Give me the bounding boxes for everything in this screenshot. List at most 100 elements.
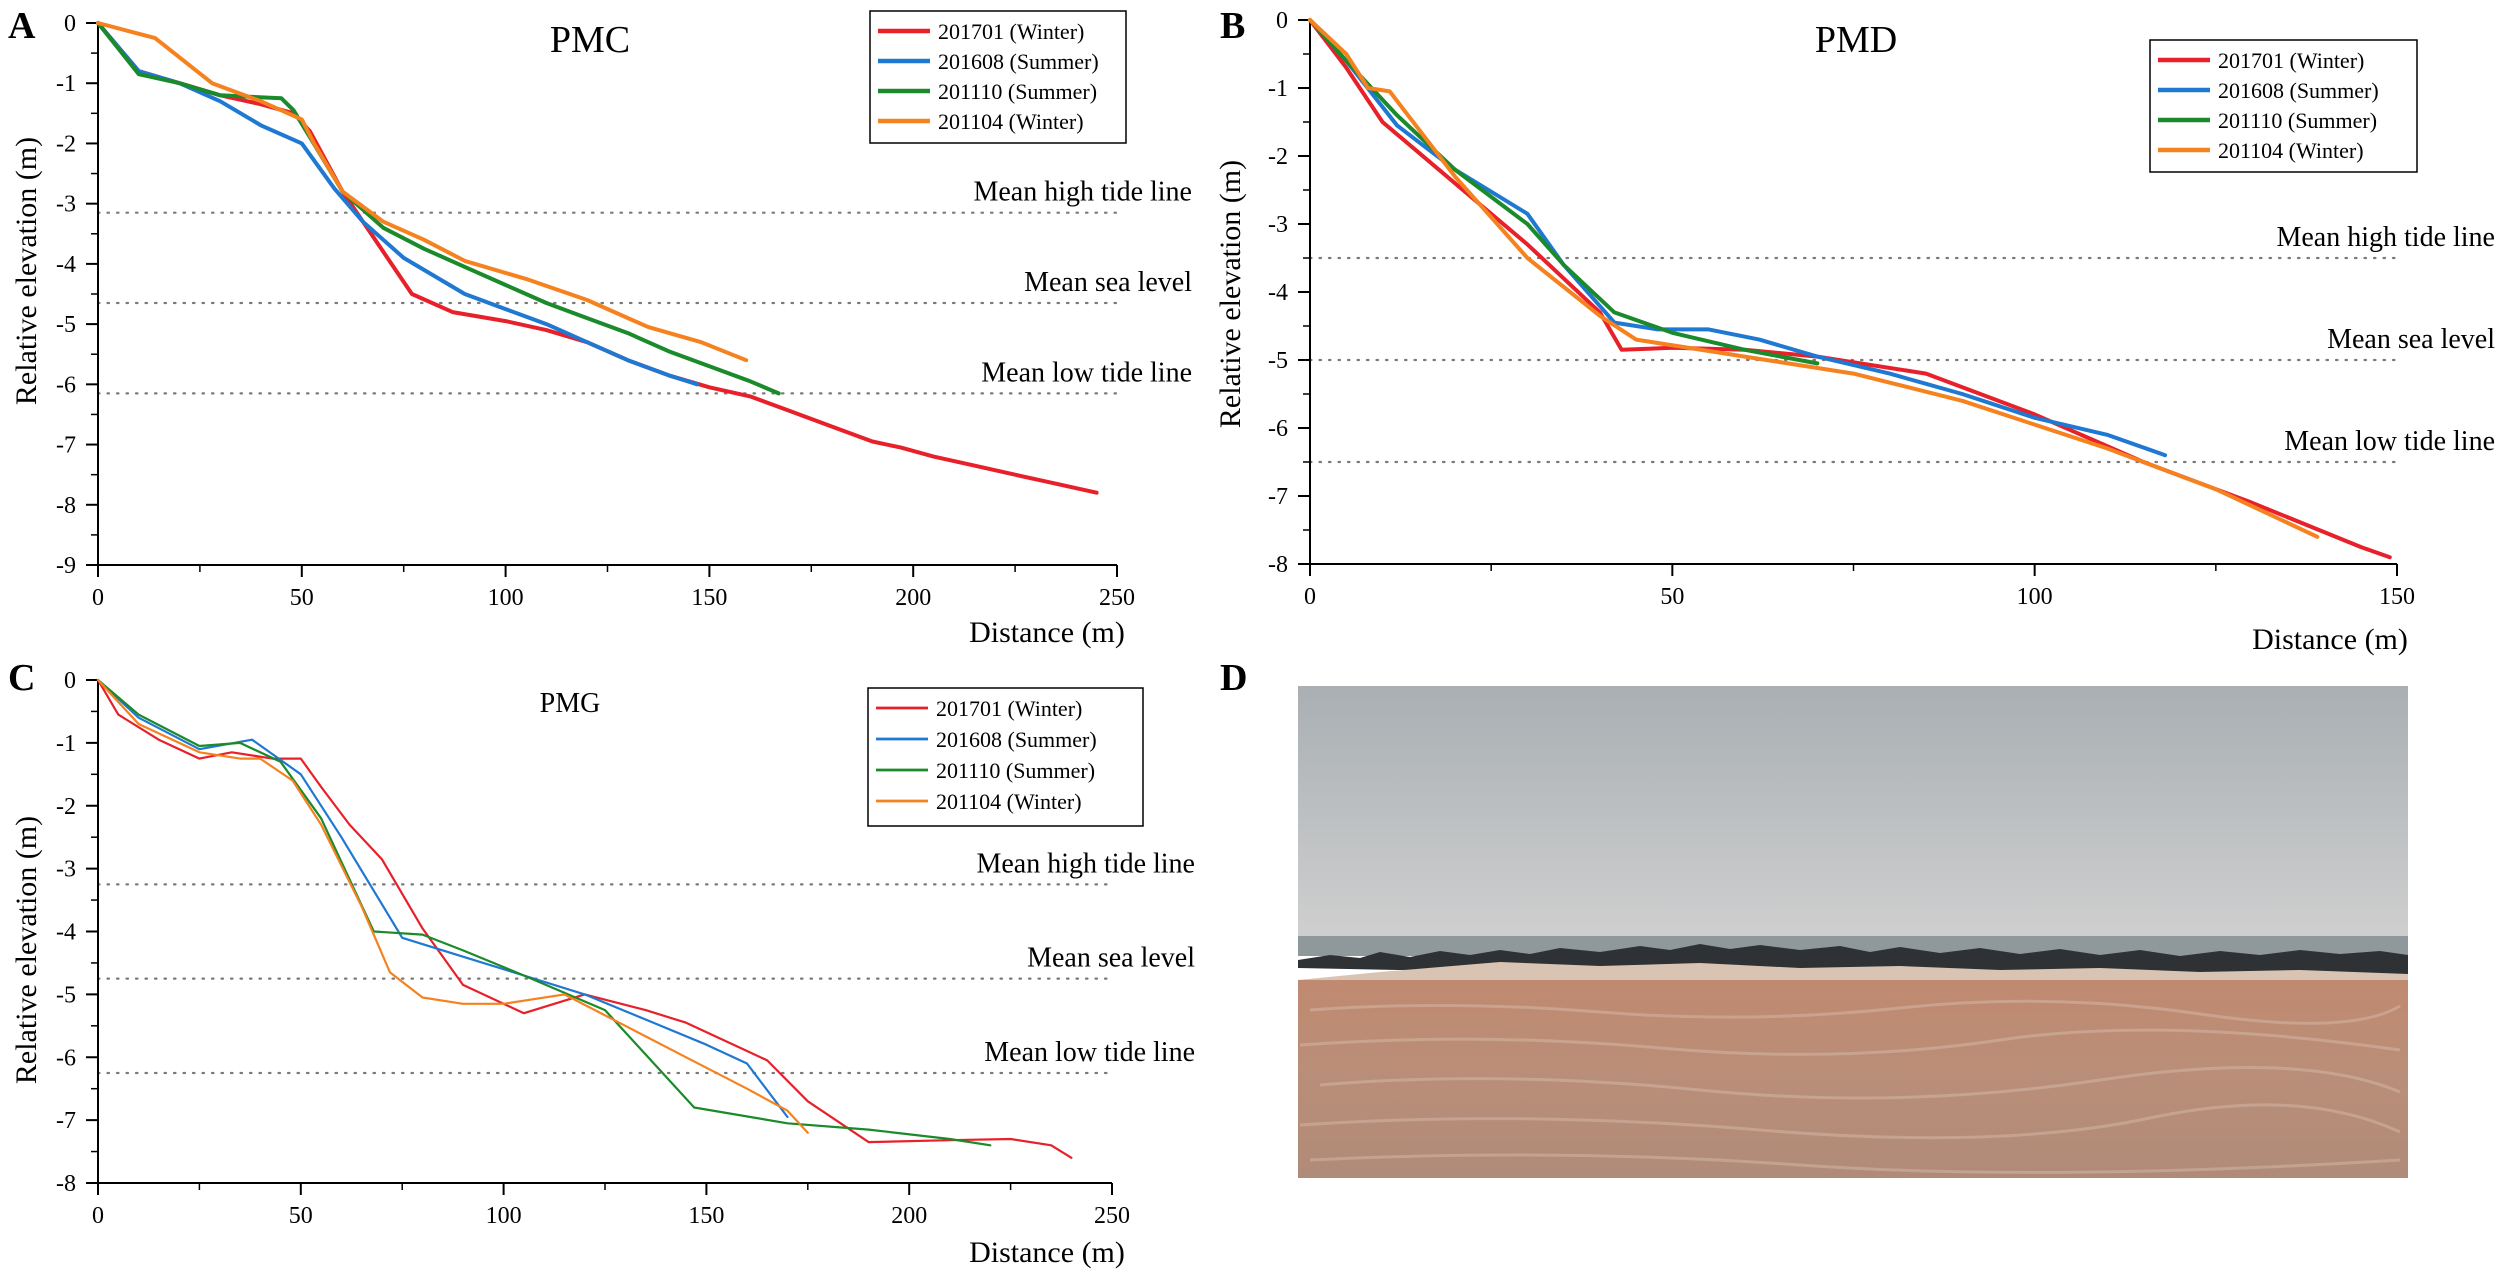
legend-label: 201110 (Summer) xyxy=(936,758,1095,783)
panel-c: C PMG Distance (m) Relative elevation (m… xyxy=(8,657,1195,1269)
panel-a-xlabel: Distance (m) xyxy=(969,616,1125,649)
series-line xyxy=(96,678,809,1134)
panel-letter-b: B xyxy=(1220,5,1245,47)
panel-b-xlabel: Distance (m) xyxy=(2252,623,2408,656)
series-line xyxy=(96,678,789,1119)
series-line xyxy=(1308,18,2320,539)
panel-c-plot: Mean high tide line Mean sea level Mean lo… xyxy=(56,668,1195,1229)
panel-d: D xyxy=(1220,657,2408,1178)
panel-b-title: PMD xyxy=(1815,19,1897,61)
x-tick-label: 0 xyxy=(1304,584,1316,610)
x-tick-label: 150 xyxy=(688,1203,724,1229)
y-tick-label: -1 xyxy=(56,71,76,97)
series-line xyxy=(1308,18,2168,458)
reference-line-label: Mean low tide line xyxy=(981,357,1192,388)
y-tick-label: -5 xyxy=(56,312,76,338)
panel-a: A PMC Distance (m) Relative elevation (m… xyxy=(8,5,1192,649)
y-tick-label: 0 xyxy=(64,11,76,37)
x-tick-label: 50 xyxy=(290,585,314,611)
series-line xyxy=(1308,18,1820,366)
y-tick-label: -4 xyxy=(56,920,76,946)
panel-a-title: PMC xyxy=(550,19,630,61)
beach-photo xyxy=(1298,686,2408,1178)
legend-label: 201110 (Summer) xyxy=(2218,108,2377,133)
y-tick-label: -7 xyxy=(1268,484,1288,510)
legend-label: 201110 (Summer) xyxy=(938,79,1097,104)
panel-c-title: PMG xyxy=(540,688,601,719)
panel-a-ylabel: Relative elevation (m) xyxy=(10,137,43,405)
panel-b-ylabel: Relative elevation (m) xyxy=(1214,160,1247,428)
panel-b: B PMD Distance (m) Relative elevation (m… xyxy=(1214,5,2495,656)
y-tick-label: -1 xyxy=(56,731,76,757)
y-tick-label: -2 xyxy=(56,794,76,820)
series-line xyxy=(96,678,992,1147)
panel-c-xlabel: Distance (m) xyxy=(969,1236,1125,1269)
reference-line-label: Mean high tide line xyxy=(973,177,1192,208)
reference-line-label: Mean sea level xyxy=(1024,267,1192,298)
x-tick-label: 50 xyxy=(1660,584,1684,610)
x-tick-label: 150 xyxy=(691,585,727,611)
reference-line-label: Mean low tide line xyxy=(984,1037,1195,1068)
legend-label: 201104 (Winter) xyxy=(936,789,1082,814)
series-line xyxy=(96,21,781,396)
x-tick-label: 100 xyxy=(2017,584,2053,610)
y-tick-label: -2 xyxy=(1268,144,1288,170)
y-tick-label: -3 xyxy=(56,857,76,883)
y-tick-label: -3 xyxy=(56,192,76,218)
reference-line-label: Mean sea level xyxy=(1027,943,1195,974)
legend-label: 201701 (Winter) xyxy=(2218,48,2364,73)
reference-line-label: Mean high tide line xyxy=(2276,222,2495,253)
x-tick-label: 100 xyxy=(486,1203,522,1229)
y-tick-label: -9 xyxy=(56,553,76,579)
y-tick-label: -2 xyxy=(56,131,76,157)
photo-wet-sand-strip xyxy=(1298,962,2408,982)
series-line xyxy=(96,21,700,387)
x-tick-label: 100 xyxy=(488,585,524,611)
x-tick-label: 150 xyxy=(2379,584,2415,610)
x-tick-label: 0 xyxy=(92,585,104,611)
y-tick-label: -4 xyxy=(56,252,76,278)
panel-letter-d: D xyxy=(1220,657,1247,699)
photo-sky xyxy=(1298,686,2408,938)
y-tick-label: -6 xyxy=(56,372,76,398)
reference-line-label: Mean low tide line xyxy=(2284,426,2495,457)
panel-letter-c: C xyxy=(8,657,35,699)
x-tick-label: 50 xyxy=(289,1203,313,1229)
y-tick-label: -4 xyxy=(1268,280,1288,306)
reference-line-label: Mean high tide line xyxy=(976,848,1195,879)
series-line xyxy=(96,21,749,363)
y-tick-label: -5 xyxy=(1268,348,1288,374)
x-tick-label: 200 xyxy=(891,1203,927,1229)
y-tick-label: -7 xyxy=(56,433,76,459)
y-tick-label: -8 xyxy=(56,493,76,519)
panel-a-plot: Mean high tide line Mean sea level Mean lo… xyxy=(56,10,1192,611)
panel-c-ylabel: Relative elevation (m) xyxy=(10,816,43,1084)
y-tick-label: -8 xyxy=(1268,552,1288,578)
y-tick-label: 0 xyxy=(1276,8,1288,34)
x-tick-label: 0 xyxy=(92,1203,104,1229)
legend-label: 201608 (Summer) xyxy=(936,727,1097,752)
legend-label: 201608 (Summer) xyxy=(938,49,1099,74)
y-tick-label: 0 xyxy=(64,668,76,694)
legend-label: 201701 (Winter) xyxy=(936,696,1082,721)
series-line xyxy=(96,678,1073,1159)
panel-letter-a: A xyxy=(8,5,36,47)
legend-label: 201104 (Winter) xyxy=(938,109,1084,134)
y-tick-label: -1 xyxy=(1268,76,1288,102)
legend-label: 201701 (Winter) xyxy=(938,19,1084,44)
x-tick-label: 200 xyxy=(895,585,931,611)
photo-ripples xyxy=(1299,999,2401,1174)
panel-b-plot: Mean high tide line Mean sea level Mean lo… xyxy=(1268,8,2495,610)
legend-label: 201608 (Summer) xyxy=(2218,78,2379,103)
legend-box xyxy=(867,687,1144,827)
y-tick-label: -7 xyxy=(56,1108,76,1134)
reference-line-label: Mean sea level xyxy=(2327,324,2495,355)
y-tick-label: -5 xyxy=(56,982,76,1008)
legend-label: 201104 (Winter) xyxy=(2218,138,2364,163)
y-tick-label: -6 xyxy=(56,1045,76,1071)
y-tick-label: -6 xyxy=(1268,416,1288,442)
x-tick-label: 250 xyxy=(1099,585,1135,611)
y-tick-label: -8 xyxy=(56,1171,76,1197)
x-tick-label: 250 xyxy=(1094,1203,1130,1229)
